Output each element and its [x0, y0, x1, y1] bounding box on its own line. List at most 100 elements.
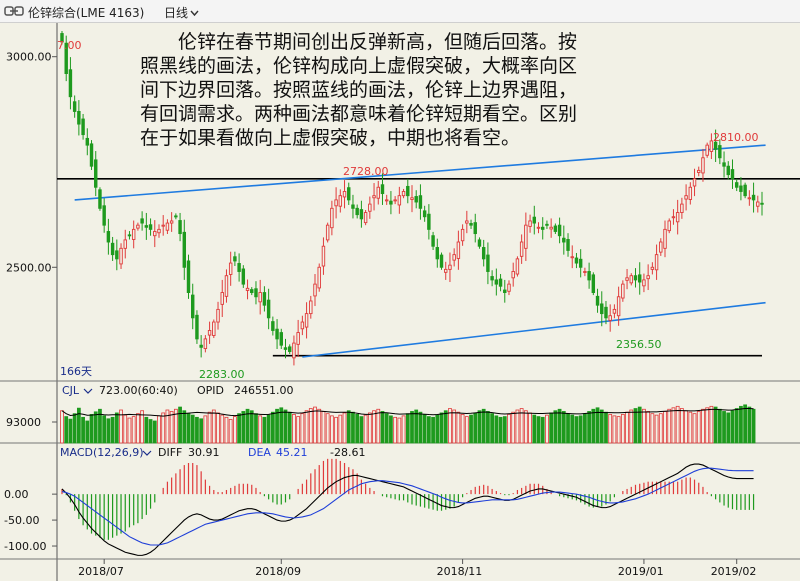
candle: [494, 279, 499, 285]
period-selector[interactable]: 日线: [164, 4, 199, 21]
candle: [224, 275, 229, 297]
volume-bar: [334, 416, 338, 444]
volume-bar: [300, 413, 305, 444]
volume-bar: [545, 414, 549, 444]
cjl-indicator[interactable]: CJL: [62, 384, 80, 397]
volume-bar: [233, 416, 237, 444]
chevron-down-icon[interactable]: [83, 388, 93, 394]
candle: [85, 137, 90, 146]
candle: [431, 235, 435, 247]
volume-bar: [389, 415, 393, 444]
candle: [663, 228, 667, 249]
candle: [654, 254, 659, 271]
candle: [456, 241, 461, 259]
candle: [330, 207, 334, 229]
candle: [469, 223, 473, 226]
candle: [448, 264, 452, 270]
candle: [490, 276, 494, 281]
volume-bar: [642, 408, 646, 444]
volume-bar: [667, 408, 672, 444]
candle: [422, 210, 427, 218]
candle: [271, 321, 275, 331]
volume-bar: [405, 413, 410, 444]
candle: [549, 226, 553, 230]
volume-bar: [431, 416, 435, 444]
volume-bar: [241, 411, 246, 444]
candle: [389, 200, 393, 205]
volume-bar: [237, 413, 241, 444]
candle: [342, 191, 347, 198]
volume-bar: [726, 412, 731, 444]
volume-y-tick-label: 93000: [6, 416, 41, 429]
candle: [321, 245, 326, 267]
candle: [102, 205, 106, 226]
x-tick-label: 2019/01: [618, 565, 664, 578]
volume-bar: [477, 410, 482, 444]
candle: [368, 203, 372, 212]
volume-bar: [157, 415, 161, 444]
candle: [756, 201, 760, 207]
candle: [89, 143, 94, 167]
candle: [140, 218, 144, 224]
volume-bar: [262, 416, 267, 444]
volume-bar: [254, 413, 258, 444]
candle: [760, 202, 764, 205]
volume-bar: [722, 411, 726, 444]
period-label: 日线: [164, 6, 189, 20]
candle: [60, 33, 64, 43]
annotation-line: 伦锌在春节期间创出反弹新高，但随后回落。按: [178, 31, 578, 53]
volume-bar: [131, 416, 136, 444]
candle: [557, 224, 562, 237]
candle: [363, 212, 368, 224]
candle: [351, 204, 355, 209]
macd-indicator[interactable]: MACD(12,26,9): [60, 446, 144, 459]
volume-bar: [119, 409, 123, 444]
chart-area[interactable]: 3000.00 2500.00 93000 0.00 -50.00 -100.00 2…: [0, 23, 800, 581]
annotation-line: 有回调需求。两种画法都意味着伦锌短期看空。区别: [140, 103, 578, 125]
candle: [570, 256, 574, 259]
volume-bar: [317, 408, 322, 444]
dea-line: [61, 467, 754, 546]
volume-bar: [469, 414, 473, 444]
volume-bar: [351, 411, 355, 444]
volume-bar: [620, 413, 625, 444]
volume-bar: [688, 411, 693, 444]
candle: [131, 228, 136, 240]
candle: [144, 225, 149, 228]
volume-bar: [393, 416, 398, 444]
volume-bar: [587, 411, 591, 444]
annotation-text: 伦锌在春节期间创出反弹新高，但随后回落。按 照黑线的画法，伦锌构成向上虚假突破，…: [140, 30, 680, 150]
volume-bar: [72, 413, 77, 444]
candle: [553, 225, 558, 232]
candle: [191, 294, 195, 319]
volume-bar: [207, 411, 212, 444]
chevron-down-icon[interactable]: [142, 450, 152, 456]
volume-bar: [363, 414, 368, 444]
volume-bar: [507, 413, 511, 444]
volume-bar: [650, 413, 655, 444]
period-count: 166天: [60, 365, 92, 378]
candle: [583, 271, 587, 273]
candle: [123, 239, 127, 249]
volume-bar: [346, 410, 351, 444]
candle: [262, 292, 267, 306]
volume-bar: [136, 413, 140, 444]
candle: [528, 220, 532, 227]
candle: [186, 260, 191, 294]
candle: [355, 207, 359, 216]
volume-bar: [452, 409, 457, 444]
volume-bar: [195, 416, 199, 444]
volume-bar: [384, 413, 389, 444]
volume-bar: [532, 414, 537, 444]
trend-line: [74, 144, 766, 201]
volume-bar: [380, 411, 385, 444]
annotation-line: 照黑线的画法，伦锌构成向上虚假突破，大概率向区: [140, 55, 578, 77]
volume-bar: [418, 411, 423, 444]
volume-bar: [494, 415, 499, 444]
candle: [212, 321, 216, 336]
candle: [161, 224, 165, 227]
volume-bar: [713, 406, 718, 444]
volume-bar: [549, 412, 554, 444]
volume-bar: [616, 416, 621, 444]
candle: [397, 195, 402, 206]
